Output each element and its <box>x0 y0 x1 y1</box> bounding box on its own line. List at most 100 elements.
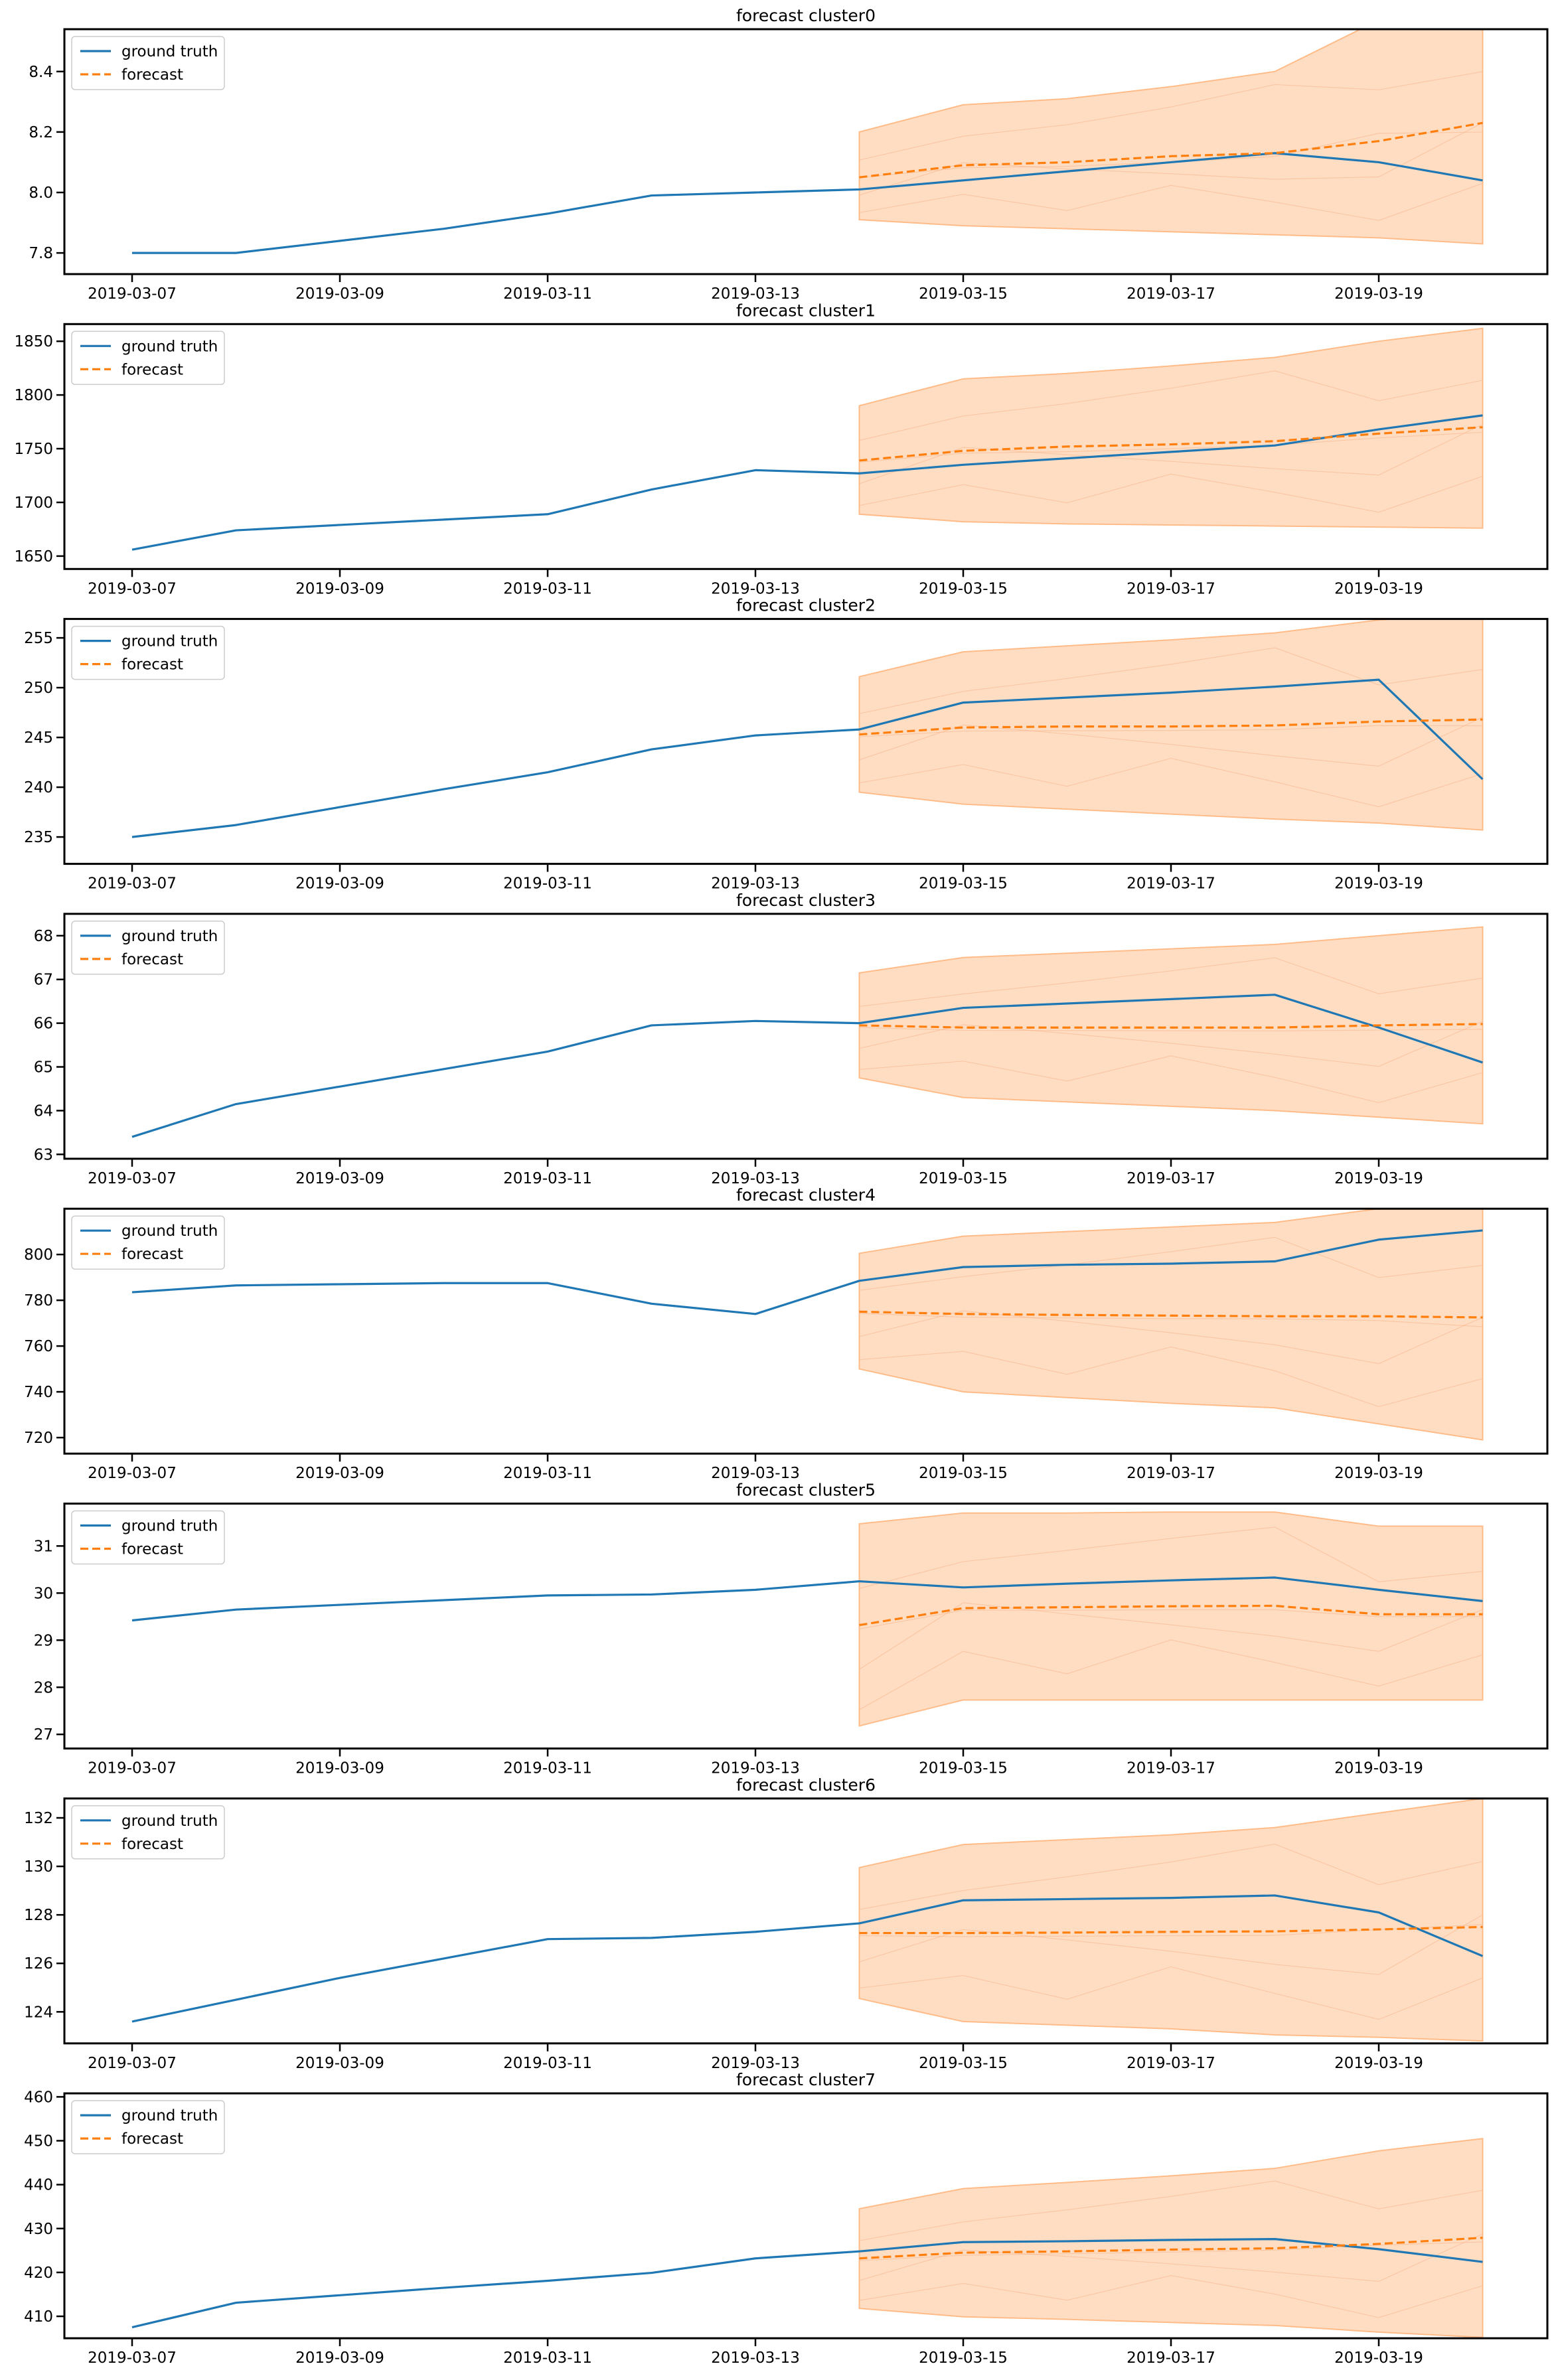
axes-frame <box>63 1503 1549 1749</box>
x-tick-label: 2019-03-19 <box>1334 875 1423 893</box>
legend-label-forecast: forecast <box>121 2130 183 2148</box>
ground-truth-line <box>131 678 1484 838</box>
x-tick-label: 2019-03-09 <box>295 1170 384 1187</box>
sample-trajectory <box>859 647 1483 714</box>
legend-label-ground-truth: ground truth <box>121 1813 218 1830</box>
sample-trajectory <box>859 1602 1483 1670</box>
x-tick-label: 2019-03-07 <box>88 2349 177 2367</box>
y-tick-label: 27 <box>34 1726 53 1744</box>
y-tick-label: 440 <box>24 2177 53 2194</box>
x-tick-label: 2019-03-11 <box>503 1170 592 1187</box>
sample-trajectory <box>859 1310 1483 1365</box>
x-tick-label: 2019-03-15 <box>919 1170 1008 1187</box>
ground-truth-line <box>131 1894 1484 2023</box>
sample-trajectory <box>859 2275 1483 2318</box>
x-tick-label: 2019-03-13 <box>711 2349 800 2367</box>
legend-label-ground-truth: ground truth <box>121 1223 218 1240</box>
sample-trajectory <box>859 431 1483 463</box>
x-tick-label: 2019-03-07 <box>88 1760 177 1777</box>
y-tick-label: 28 <box>34 1679 53 1696</box>
x-tick-label: 2019-03-17 <box>1127 580 1215 597</box>
sample-trajectory <box>859 1639 1483 1710</box>
x-tick-label: 2019-03-17 <box>1127 1170 1215 1187</box>
plot-area <box>131 2138 1484 2338</box>
sample-trajectory <box>859 2241 1483 2261</box>
x-tick-label: 2019-03-09 <box>295 1760 384 1777</box>
x-tick-label: 2019-03-07 <box>88 1170 177 1187</box>
y-tick-label: 64 <box>34 1102 53 1120</box>
x-tick-label: 2019-03-15 <box>919 285 1008 303</box>
x-tick-label: 2019-03-11 <box>503 2055 592 2072</box>
x-tick-label: 2019-03-13 <box>711 285 800 303</box>
x-tick-label: 2019-03-07 <box>88 875 177 893</box>
legend-label-forecast: forecast <box>121 66 183 84</box>
plot-area <box>132 29 1484 254</box>
x-tick-label: 2019-03-11 <box>503 285 592 303</box>
y-tick-label: 740 <box>24 1384 53 1401</box>
chart-title: forecast cluster1 <box>736 301 876 320</box>
y-tick-label: 430 <box>24 2221 53 2238</box>
legend-box <box>71 625 225 680</box>
sample-trajectory <box>859 1027 1483 1031</box>
plot-area <box>131 1511 1484 1727</box>
legend: ground truth forecast <box>71 1215 225 1270</box>
chart-title: forecast cluster5 <box>736 1481 876 1500</box>
legend-label-ground-truth: ground truth <box>121 928 218 945</box>
y-tick-label: 240 <box>24 779 53 796</box>
x-tick-label: 2019-03-13 <box>711 580 800 597</box>
y-tick-label: 1850 <box>14 333 53 350</box>
sample-trajectory <box>859 183 1483 221</box>
y-tick-label: 66 <box>34 1015 53 1033</box>
x-tick-label: 2019-03-15 <box>919 875 1008 893</box>
x-tick-label: 2019-03-19 <box>1334 1465 1423 1482</box>
y-tick-label: 124 <box>24 2004 53 2021</box>
sample-trajectory <box>859 957 1483 1007</box>
legend: ground truth forecast <box>71 921 225 975</box>
x-tick-label: 2019-03-19 <box>1334 1760 1423 1777</box>
plot-area <box>131 926 1484 1138</box>
y-tick-label: 29 <box>34 1632 53 1649</box>
chart-title: forecast cluster2 <box>736 596 876 615</box>
x-tick-label: 2019-03-17 <box>1127 2055 1215 2072</box>
x-tick-label: 2019-03-15 <box>919 2349 1008 2367</box>
x-tick-label: 2019-03-13 <box>711 875 800 893</box>
forecast-line <box>859 1310 1483 1319</box>
x-tick-label: 2019-03-17 <box>1127 285 1215 303</box>
y-tick-label: 130 <box>24 1858 53 1876</box>
chart-panel-3: 2019-03-07 2019-03-09 2019-03-11 2019-03-13… <box>34 891 1549 1187</box>
y-tick-label: 245 <box>24 729 53 747</box>
x-tick-label: 2019-03-13 <box>711 1760 800 1777</box>
y-tick-label: 30 <box>34 1585 53 1602</box>
forecast-band <box>858 1511 1484 1727</box>
legend-label-forecast: forecast <box>121 656 183 674</box>
x-tick-label: 2019-03-13 <box>711 2055 800 2072</box>
chart-title: forecast cluster4 <box>736 1185 876 1205</box>
sample-trajectory <box>859 423 1483 484</box>
sample-trajectory <box>859 122 1483 196</box>
x-tick-label: 2019-03-11 <box>503 875 592 893</box>
legend: ground truth forecast <box>71 1510 225 1565</box>
sample-trajectory <box>859 1021 1483 1067</box>
x-tick-label: 2019-03-11 <box>503 2349 592 2367</box>
x-tick-label: 2019-03-09 <box>295 2349 384 2367</box>
x-tick-label: 2019-03-15 <box>919 1465 1008 1482</box>
x-tick-label: 2019-03-15 <box>919 2055 1008 2072</box>
x-tick-label: 2019-03-11 <box>503 1760 592 1777</box>
sample-trajectory <box>859 1966 1483 2020</box>
axes-frame <box>63 2092 1549 2340</box>
chart-panel-0: 2019-03-07 2019-03-09 2019-03-11 2019-03-13… <box>29 6 1549 303</box>
forecast-band <box>858 1798 1484 2042</box>
y-tick-label: 235 <box>24 829 53 846</box>
legend-box <box>71 921 225 975</box>
x-tick-label: 2019-03-09 <box>295 580 384 597</box>
sample-trajectory <box>859 717 1483 767</box>
sample-trajectory <box>859 71 1483 161</box>
sample-trajectory <box>859 2233 1483 2282</box>
y-tick-label: 255 <box>24 630 53 647</box>
legend: ground truth forecast <box>71 2100 225 2154</box>
y-tick-label: 250 <box>24 680 53 697</box>
legend-label-ground-truth: ground truth <box>121 633 218 650</box>
legend-box <box>71 1510 225 1565</box>
forecast-line <box>859 2237 1483 2260</box>
chart-title: forecast cluster0 <box>736 6 876 25</box>
